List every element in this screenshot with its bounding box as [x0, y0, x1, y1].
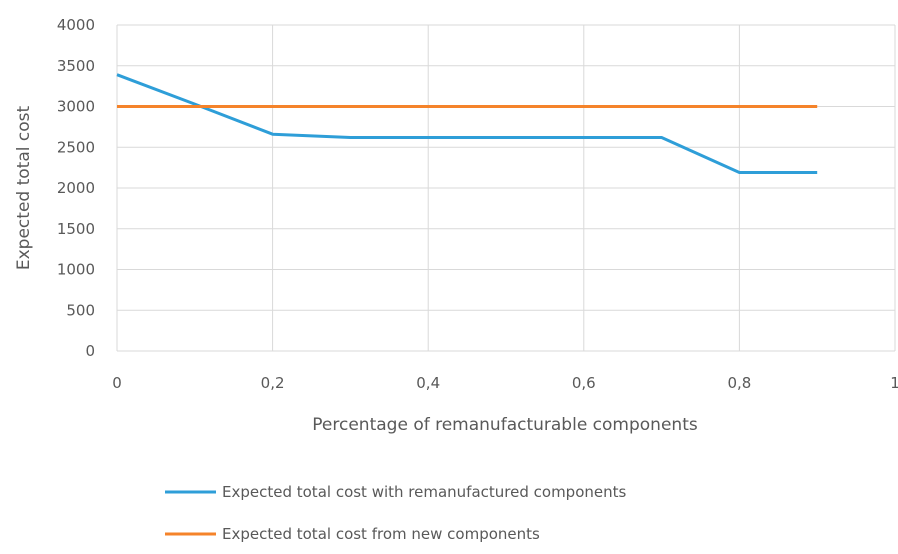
- y-axis-title: Expected total cost: [14, 106, 34, 271]
- x-tick-label: 0: [112, 374, 122, 392]
- y-axis-ticks: 0 500 1000 1500 2000 2500 3000 3500 4000: [57, 16, 95, 360]
- y-tick-label: 500: [66, 301, 95, 319]
- series-line-1: [116, 73, 818, 174]
- legend-item: Expected total cost with remanufactured …: [165, 483, 627, 501]
- y-tick-label: 1500: [57, 220, 95, 238]
- gridlines: [116, 24, 896, 352]
- legend-item: Expected total cost from new components: [165, 525, 540, 543]
- y-tick-label: 0: [85, 342, 95, 360]
- legend-label: Expected total cost with remanufactured …: [222, 483, 627, 501]
- y-tick-label: 3500: [57, 57, 95, 75]
- y-tick-label: 1000: [57, 261, 95, 279]
- x-tick-label: 0,8: [727, 374, 751, 392]
- x-tick-label: 0,4: [416, 374, 440, 392]
- y-tick-label: 4000: [57, 16, 95, 34]
- legend: Expected total cost with remanufactured …: [165, 483, 627, 543]
- x-axis-title: Percentage of remanufacturable component…: [312, 415, 698, 435]
- x-tick-label: 0,6: [572, 374, 596, 392]
- y-tick-label: 3000: [57, 98, 95, 116]
- x-tick-label: 0,2: [261, 374, 285, 392]
- legend-label: Expected total cost from new components: [222, 525, 540, 543]
- x-axis-ticks: 0 0,2 0,4 0,6 0,8 1: [112, 374, 898, 392]
- y-tick-label: 2500: [57, 138, 95, 156]
- series-lines: [116, 73, 818, 174]
- y-tick-label: 2000: [57, 179, 95, 197]
- x-tick-label: 1: [890, 374, 898, 392]
